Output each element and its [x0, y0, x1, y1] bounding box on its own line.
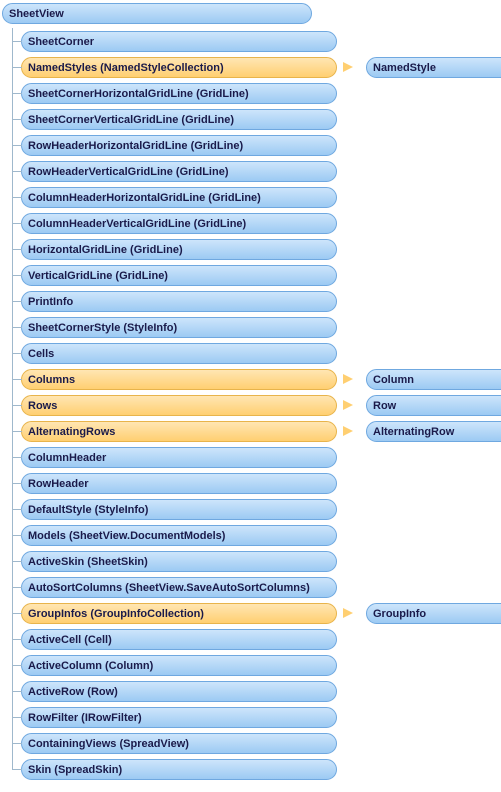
arrow-right-icon	[343, 374, 353, 384]
tree-node: ActiveColumn (Column)	[12, 652, 501, 678]
tree-node-label: ColumnHeaderHorizontalGridLine (GridLine…	[21, 187, 337, 208]
tree-node-label: PrintInfo	[21, 291, 337, 312]
tree-node-label: SheetCornerStyle (StyleInfo)	[21, 317, 337, 338]
object-hierarchy-tree: SheetView SheetCornerNamedStyles (NamedS…	[0, 2, 501, 782]
tree-node-label: GroupInfos (GroupInfoCollection)	[21, 603, 337, 624]
tree-children: SheetCornerNamedStyles (NamedStyleCollec…	[12, 28, 501, 782]
tree-node-label: NamedStyles (NamedStyleCollection)	[21, 57, 337, 78]
tree-node: ColumnHeader	[12, 444, 501, 470]
tree-node-label: ContainingViews (SpreadView)	[21, 733, 337, 754]
tree-node: ActiveSkin (SheetSkin)	[12, 548, 501, 574]
tree-node: VerticalGridLine (GridLine)	[12, 262, 501, 288]
tree-node: RowHeaderHorizontalGridLine (GridLine)	[12, 132, 501, 158]
tree-node-label: AlternatingRows	[21, 421, 337, 442]
tree-node-label: RowHeaderVerticalGridLine (GridLine)	[21, 161, 337, 182]
tree-node-label: Columns	[21, 369, 337, 390]
tree-node: SheetCornerHorizontalGridLine (GridLine)	[12, 80, 501, 106]
tree-node: Columns Column	[12, 366, 501, 392]
tree-node-label: HorizontalGridLine (GridLine)	[21, 239, 337, 260]
tree-child-node: GroupInfo	[366, 603, 501, 624]
tree-child-node: NamedStyle	[366, 57, 501, 78]
tree-node-label: RowHeaderHorizontalGridLine (GridLine)	[21, 135, 337, 156]
tree-node-label: ActiveSkin (SheetSkin)	[21, 551, 337, 572]
tree-node: Models (SheetView.DocumentModels)	[12, 522, 501, 548]
tree-root-node: SheetView	[2, 3, 312, 24]
arrow-right-icon	[343, 62, 353, 72]
tree-child-link: GroupInfo	[343, 603, 501, 624]
tree-node: DefaultStyle (StyleInfo)	[12, 496, 501, 522]
tree-node: ActiveRow (Row)	[12, 678, 501, 704]
tree-node-label: SheetCornerHorizontalGridLine (GridLine)	[21, 83, 337, 104]
tree-node-label: ActiveColumn (Column)	[21, 655, 337, 676]
tree-node-label: RowFilter (IRowFilter)	[21, 707, 337, 728]
tree-node-label: SheetCorner	[21, 31, 337, 52]
arrow-right-icon	[343, 608, 353, 618]
arrow-right-icon	[343, 400, 353, 410]
tree-node: RowFilter (IRowFilter)	[12, 704, 501, 730]
tree-node-label: VerticalGridLine (GridLine)	[21, 265, 337, 286]
tree-node: SheetCornerVerticalGridLine (GridLine)	[12, 106, 501, 132]
tree-node: GroupInfos (GroupInfoCollection) GroupInf…	[12, 600, 501, 626]
tree-child-link: AlternatingRow	[343, 421, 501, 442]
tree-node-label: ActiveRow (Row)	[21, 681, 337, 702]
tree-child-link: Row	[343, 395, 501, 416]
tree-node-label: SheetCornerVerticalGridLine (GridLine)	[21, 109, 337, 130]
tree-node-label: AutoSortColumns (SheetView.SaveAutoSortC…	[21, 577, 337, 598]
tree-child-link: NamedStyle	[343, 57, 501, 78]
tree-node-label: DefaultStyle (StyleInfo)	[21, 499, 337, 520]
tree-node-label: Rows	[21, 395, 337, 416]
tree-node: NamedStyles (NamedStyleCollection) NamedS…	[12, 54, 501, 80]
tree-node: SheetCornerStyle (StyleInfo)	[12, 314, 501, 340]
tree-node: ContainingViews (SpreadView)	[12, 730, 501, 756]
tree-node: Rows Row	[12, 392, 501, 418]
tree-node: ColumnHeaderHorizontalGridLine (GridLine…	[12, 184, 501, 210]
tree-node-label: Cells	[21, 343, 337, 364]
tree-node: Cells	[12, 340, 501, 366]
tree-node: RowHeader	[12, 470, 501, 496]
tree-node: ActiveCell (Cell)	[12, 626, 501, 652]
tree-node-label: ColumnHeaderVerticalGridLine (GridLine)	[21, 213, 337, 234]
tree-node: Skin (SpreadSkin)	[12, 756, 501, 782]
tree-node-label: ColumnHeader	[21, 447, 337, 468]
tree-node-label: Models (SheetView.DocumentModels)	[21, 525, 337, 546]
tree-child-node: Row	[366, 395, 501, 416]
arrow-right-icon	[343, 426, 353, 436]
tree-node-label: ActiveCell (Cell)	[21, 629, 337, 650]
tree-node: RowHeaderVerticalGridLine (GridLine)	[12, 158, 501, 184]
tree-node: AutoSortColumns (SheetView.SaveAutoSortC…	[12, 574, 501, 600]
tree-node: HorizontalGridLine (GridLine)	[12, 236, 501, 262]
tree-child-link: Column	[343, 369, 501, 390]
tree-child-node: Column	[366, 369, 501, 390]
tree-node: SheetCorner	[12, 28, 501, 54]
tree-node: ColumnHeaderVerticalGridLine (GridLine)	[12, 210, 501, 236]
tree-node: PrintInfo	[12, 288, 501, 314]
tree-node-label: RowHeader	[21, 473, 337, 494]
tree-child-node: AlternatingRow	[366, 421, 501, 442]
tree-node: AlternatingRows AlternatingRow	[12, 418, 501, 444]
tree-node-label: Skin (SpreadSkin)	[21, 759, 337, 780]
